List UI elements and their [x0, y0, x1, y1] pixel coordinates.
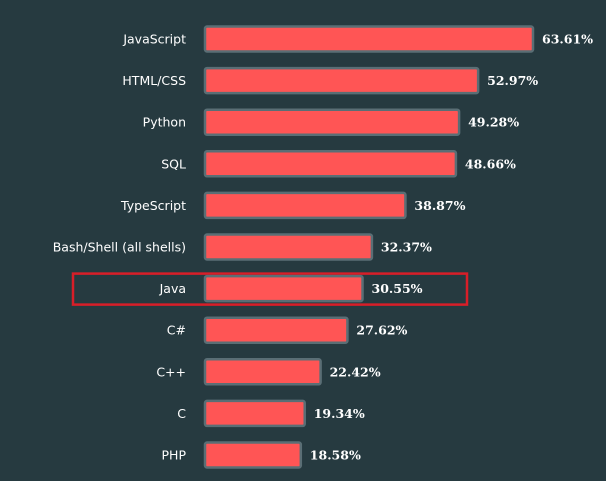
bars-layer [71, 25, 535, 469]
value-label-html-css: 52.97% [487, 73, 538, 88]
value-label-c: 19.34% [314, 406, 365, 421]
category-label-c: C# [167, 323, 186, 338]
category-label-html-css: HTML/CSS [122, 73, 186, 88]
category-label-python: Python [143, 115, 186, 130]
bar-html-css [203, 66, 480, 95]
category-label-php: PHP [162, 448, 187, 463]
value-label-typescript: 38.87% [414, 198, 465, 213]
bar-c [203, 399, 306, 428]
bar-bash-shell-all-shells [203, 233, 374, 261]
value-label-python: 49.28% [468, 115, 519, 130]
bar-c [203, 358, 322, 386]
bar-php [203, 441, 303, 469]
bar-python [203, 108, 461, 136]
category-label-bash-shell-all-shells: Bash/Shell (all shells) [53, 240, 186, 255]
category-label-sql: SQL [161, 156, 186, 171]
bar-typescript [203, 191, 407, 220]
value-label-c: 22.42% [330, 364, 381, 379]
bar-javascript [203, 25, 535, 53]
value-label-php: 18.58% [310, 448, 361, 463]
highlight-box-java [71, 272, 469, 306]
category-label-typescript: TypeScript [120, 198, 186, 213]
category-label-c: C++ [156, 364, 186, 379]
value-label-javascript: 63.61% [542, 32, 593, 47]
bar-c [203, 316, 349, 344]
value-label-bash-shell-all-shells: 32.37% [381, 240, 432, 255]
value-label-java: 30.55% [372, 281, 423, 296]
bar-java [203, 274, 364, 303]
labels-layer: JavaScript 63.61% HTML/CSS 52.97% Python 49.2… [53, 32, 593, 463]
category-label-java: Java [159, 281, 186, 296]
bar-sql [203, 150, 458, 178]
value-label-sql: 48.66% [465, 156, 516, 171]
category-label-c: C [177, 406, 186, 421]
value-label-c: 27.62% [356, 323, 407, 338]
category-label-javascript: JavaScript [122, 32, 186, 47]
